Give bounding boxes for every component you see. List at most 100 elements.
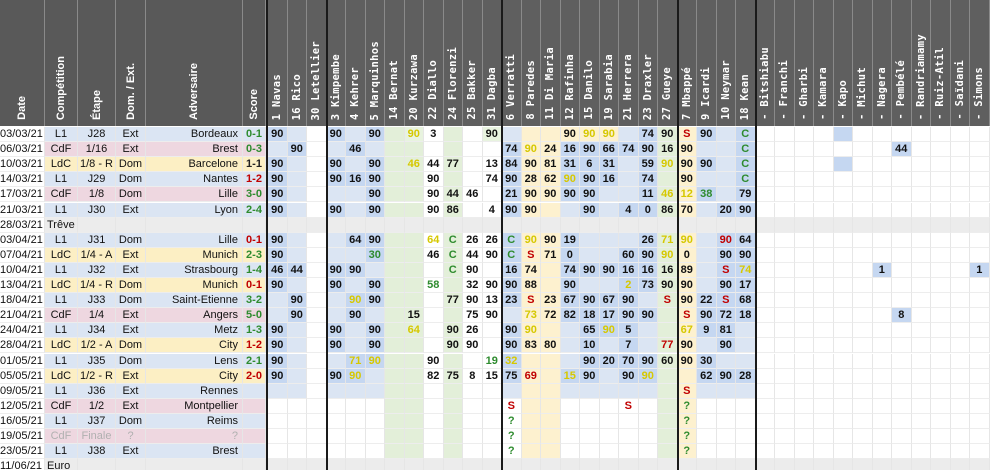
lieu-cell: Ext — [116, 142, 146, 158]
lineup-cell — [658, 217, 678, 233]
date-cell: 28/04/21 — [0, 338, 45, 354]
lineup-cell: 26 — [638, 232, 658, 248]
lineup-cell: ? — [502, 444, 522, 460]
lineup-cell — [697, 338, 717, 354]
lineup-cell — [892, 293, 912, 309]
lineup-cell: 90 — [677, 293, 697, 309]
lineup-cell: S — [677, 383, 697, 399]
lineup-cell: 90 — [365, 202, 385, 218]
comp-cell: L1 — [45, 444, 78, 460]
comp-cell: LdC — [45, 338, 78, 354]
lineup-cell — [346, 217, 366, 233]
group-separator — [754, 0, 757, 470]
lineup-cell — [619, 157, 639, 173]
lineup-cell — [502, 217, 522, 233]
comp-cell: L1 — [45, 202, 78, 218]
comp-cell: L1 — [45, 127, 78, 142]
lineup-cell — [931, 383, 951, 399]
lineup-cell — [385, 217, 405, 233]
lineup-cell — [775, 338, 795, 354]
lineup-cell — [307, 459, 327, 470]
lieu-cell: Ext — [116, 127, 146, 142]
lineup-cell — [716, 187, 736, 203]
lineup-cell — [287, 172, 307, 188]
lineup-cell — [521, 429, 541, 444]
lineup-cell — [599, 202, 619, 218]
player-header-label: - Nagera — [875, 67, 888, 120]
lineup-cell — [385, 293, 405, 309]
lineup-cell — [950, 353, 970, 369]
lineup-cell: ? — [502, 429, 522, 444]
player-header-label: 8 Paredes — [524, 60, 537, 120]
lineup-cell — [911, 278, 931, 293]
lieu-cell: Dom — [116, 232, 146, 248]
lineup-cell: 12 — [677, 187, 697, 203]
player-header-marquinhos: 5 Marquinhos — [365, 0, 385, 126]
lineup-cell — [326, 429, 346, 444]
lineup-cell: 66 — [599, 142, 619, 158]
player-header-label: 14 Bernat — [388, 60, 401, 120]
lineup-cell: 6 — [580, 157, 600, 173]
date-cell: 18/04/21 — [0, 293, 45, 309]
lineup-cell — [755, 308, 775, 324]
lineup-cell — [541, 202, 561, 218]
lineup-cell — [853, 353, 873, 369]
lineup-cell — [911, 368, 931, 384]
lineup-cell — [736, 413, 756, 429]
player-header-michut: - Michut — [853, 0, 873, 126]
lineup-cell — [872, 278, 892, 293]
lineup-cell — [541, 429, 561, 444]
lineup-cell: 90 — [502, 338, 522, 354]
lineup-cell — [755, 338, 775, 354]
lineup-cell — [599, 278, 619, 293]
lineup-cell: 73 — [521, 308, 541, 324]
player-header-label: 19 Sarabia — [602, 53, 615, 120]
lineup-cell — [853, 232, 873, 248]
lineup-cell — [385, 459, 405, 470]
player-header-dagba: 31 Dagba — [482, 0, 502, 126]
lineup-cell — [931, 172, 951, 188]
lineup-cell — [307, 232, 327, 248]
lineup-cell: 90 — [268, 368, 288, 384]
lineup-cell — [599, 383, 619, 399]
lineup-cell — [911, 262, 931, 278]
lineup-cell: 0 — [560, 247, 580, 263]
adv-cell — [146, 217, 243, 233]
lineup-cell: 62 — [697, 368, 717, 384]
player-header-label: 5 Marquinhos — [368, 40, 381, 120]
lineup-cell: 90 — [638, 368, 658, 384]
lineup-cell — [697, 429, 717, 444]
lineup-cell — [853, 157, 873, 173]
lineup-cell — [443, 278, 463, 293]
lineup-cell — [541, 459, 561, 470]
lineup-cell — [833, 413, 853, 429]
lineup-cell: 30 — [697, 353, 717, 369]
etape-cell: 1/16 — [78, 142, 116, 158]
player-header-label: - Randriamamy — [914, 33, 927, 120]
lineup-cell — [833, 353, 853, 369]
lineup-cell: 28 — [736, 368, 756, 384]
etape-cell: J35 — [78, 353, 116, 369]
lineup-cell — [794, 353, 814, 369]
lineup-cell: 90 — [365, 338, 385, 354]
lineup-cell — [385, 383, 405, 399]
lineup-cell — [833, 278, 853, 293]
lineup-cell — [755, 142, 775, 158]
lineup-cell — [911, 383, 931, 399]
lineup-cell — [931, 217, 951, 233]
lineup-cell — [560, 383, 580, 399]
etape-cell — [78, 217, 116, 233]
lineup-cell: 90 — [521, 323, 541, 339]
lineup-cell: 74 — [638, 127, 658, 142]
lineup-cell — [755, 383, 775, 399]
lineup-cell — [346, 157, 366, 173]
lineup-cell — [833, 232, 853, 248]
lineup-cell — [424, 217, 444, 233]
lineup-cell — [950, 383, 970, 399]
lineup-cell: 90 — [560, 127, 580, 142]
lineup-cell: 90 — [521, 157, 541, 173]
date-cell: 03/04/21 — [0, 232, 45, 248]
score-cell: 3-2 — [243, 293, 266, 309]
lineup-cell — [970, 368, 990, 384]
lineup-cell — [541, 217, 561, 233]
